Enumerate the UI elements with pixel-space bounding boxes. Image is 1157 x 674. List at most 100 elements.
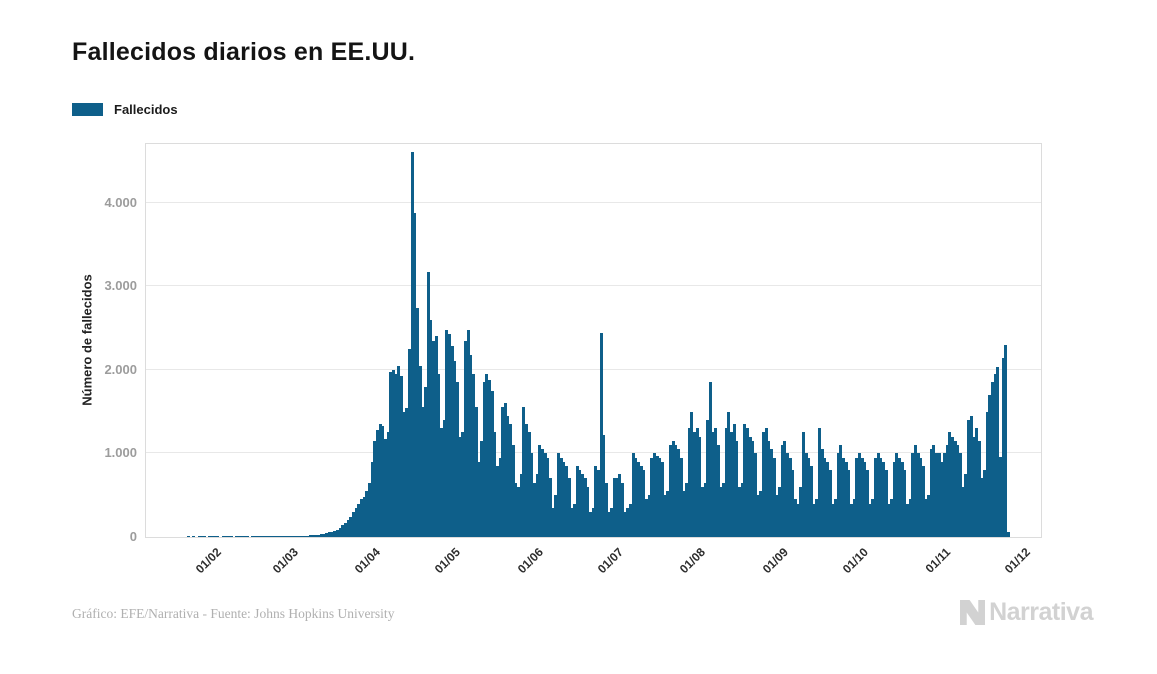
bar-day-230 [799,486,803,537]
bar-day-70 [373,440,377,537]
bar-day-287 [951,436,955,537]
bar-day-220 [772,457,776,537]
bar-day-261 [881,461,885,537]
bar-day-153 [594,465,598,537]
bar-day-38 [288,536,292,537]
bar-day-295 [972,436,976,537]
bar-day-231 [802,432,806,537]
bar-day-260 [879,457,883,537]
bar-day-221 [775,495,779,537]
bar-day-97 [445,330,449,537]
bar-day-54 [330,532,334,537]
bar-day-133 [541,449,545,537]
bar-day-144 [570,507,574,537]
bar-day-102 [458,436,462,537]
bar-day-247 [844,461,848,537]
bar-day-271 [908,499,912,537]
bar-day-26 [256,536,260,537]
bar-day-215 [759,491,763,537]
bar-day-294 [969,415,973,537]
bar-day-109 [477,461,481,537]
bar-day-87 [418,365,422,537]
bar-day-33 [274,536,278,537]
bar-day-245 [839,445,843,537]
bar-day-286 [948,432,952,537]
bar-day-225 [786,453,790,537]
bar-day-244 [836,453,840,537]
bar-day-84 [410,152,414,537]
bar-day-137 [551,507,555,537]
bar-day-263 [887,503,891,537]
x-tick-01/06: 01/06 [514,545,546,577]
bar-day-61 [349,516,353,537]
bar-day-166 [628,503,632,537]
bar-day-258 [873,457,877,537]
bar-day-191 [695,428,699,537]
bar-day-171 [642,470,646,537]
bar-day-116 [495,465,499,537]
bar-day-58 [341,525,345,537]
bar-day-29 [264,536,268,537]
y-tick-3.000: 3.000 [104,278,137,294]
bar-day-43 [301,536,305,537]
bar-day-59 [344,522,348,537]
bar-day-246 [841,457,845,537]
bar-day-254 [863,461,867,537]
bar-day-281 [935,453,939,537]
x-tick-01/10: 01/10 [839,545,871,577]
bar-day-266 [895,453,899,537]
bar-day-251 [855,457,859,537]
bar-day-57 [338,527,342,537]
bar-day-2 [192,536,196,537]
bar-day-151 [589,511,593,537]
bar-day-103 [461,432,465,537]
bar-day-174 [650,457,654,537]
bar-day-16 [229,536,233,537]
bar-day-181 [668,445,672,537]
bar-day-118 [501,407,505,537]
bar-day-285 [945,445,949,537]
bar-day-217 [764,428,768,537]
bar-day-240 [825,461,829,537]
bar-day-155 [599,332,603,537]
bar-day-9 [210,536,214,537]
bar-day-95 [439,428,443,537]
bar-day-252 [857,453,861,537]
bar-day-222 [778,486,782,537]
bar-day-98 [447,333,451,537]
bar-day-37 [285,536,289,537]
bar-day-101 [455,382,459,537]
bar-day-149 [583,478,587,537]
bar-day-121 [509,424,513,537]
bar-day-123 [514,482,518,537]
bar-day-50 [320,534,324,537]
bar-day-241 [828,470,832,537]
bar-day-209 [743,424,747,537]
x-tick-01/02: 01/02 [192,545,224,577]
bar-day-66 [362,496,366,537]
narrativa-logo-icon [960,600,986,625]
bar-day-78 [394,373,398,537]
bar-day-302 [991,382,995,537]
bar-day-158 [607,511,611,537]
gridline-3000 [146,285,1041,287]
bar-day-179 [663,495,667,537]
legend: Fallecidos [72,102,178,117]
bar-day-130 [533,482,537,537]
bar-day-94 [437,373,441,537]
bar-day-152 [591,507,595,537]
bar-day-282 [937,453,941,537]
bar-day-128 [527,432,531,537]
bar-day-113 [487,379,491,537]
bar-day-88 [421,407,425,537]
bar-day-197 [711,432,715,537]
x-tick-01/03: 01/03 [269,545,301,577]
bar-day-194 [703,482,707,537]
bar-day-106 [469,354,473,537]
bar-day-207 [738,486,742,537]
bar-day-293 [967,419,971,537]
bar-day-19 [237,536,241,537]
bar-day-85 [413,212,417,537]
bar-day-141 [562,461,566,537]
bar-day-175 [652,453,656,537]
